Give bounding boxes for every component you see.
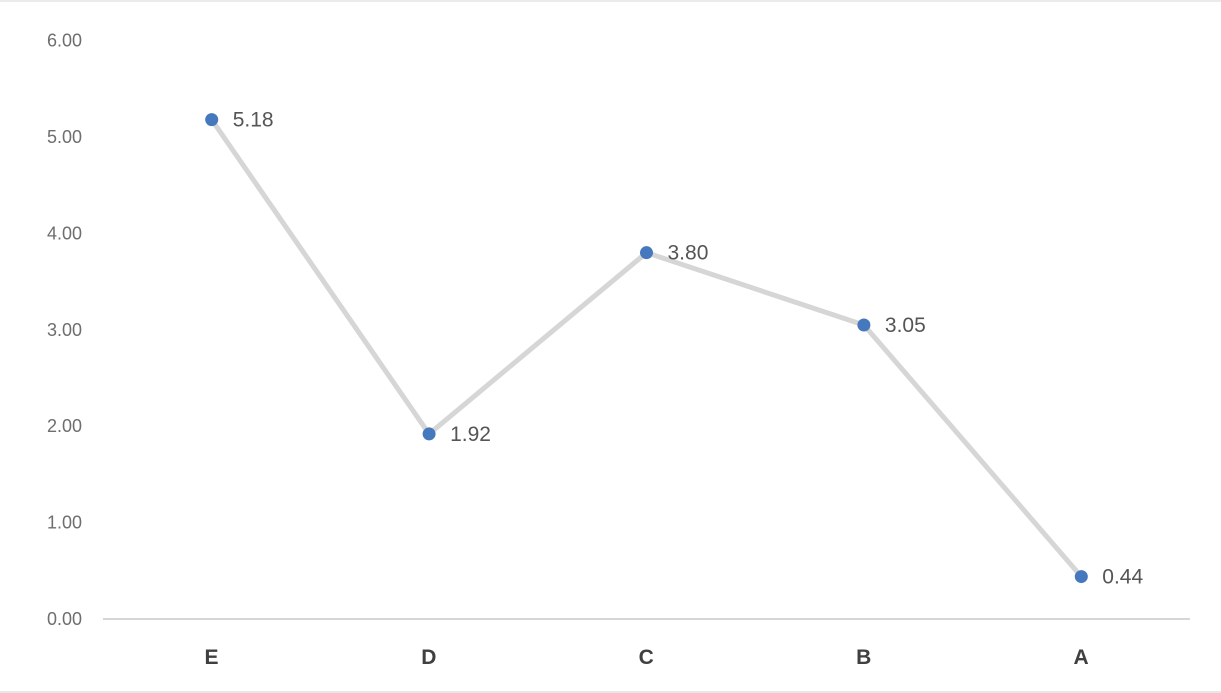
y-tick-label: 4.00 [47,223,82,243]
y-tick-label: 6.00 [47,31,82,51]
series-line [209,117,1084,580]
data-point-label-a: 0.44 [1102,566,1143,589]
data-point-label-b: 3.05 [885,314,926,337]
data-point-label-d: 1.92 [450,423,491,446]
data-point-e [205,113,219,127]
data-point-label-e: 5.18 [233,109,274,132]
x-category-label-a: A [1073,646,1089,669]
y-tick-label: 0.00 [47,609,82,629]
data-point-label-c: 3.80 [668,242,709,265]
data-point-d [422,427,436,441]
y-tick-label: 3.00 [47,320,82,340]
data-point-c [640,246,653,260]
x-category-label-c: C [639,646,655,669]
data-point-b [857,318,871,332]
x-category-label-d: D [421,646,437,669]
x-category-label-e: E [204,646,219,669]
data-point-a [1074,570,1088,584]
y-tick-label: 2.00 [47,416,82,436]
y-tick-label: 1.00 [47,513,82,533]
y-tick-label: 5.00 [47,127,82,147]
x-category-label-b: B [856,646,872,669]
